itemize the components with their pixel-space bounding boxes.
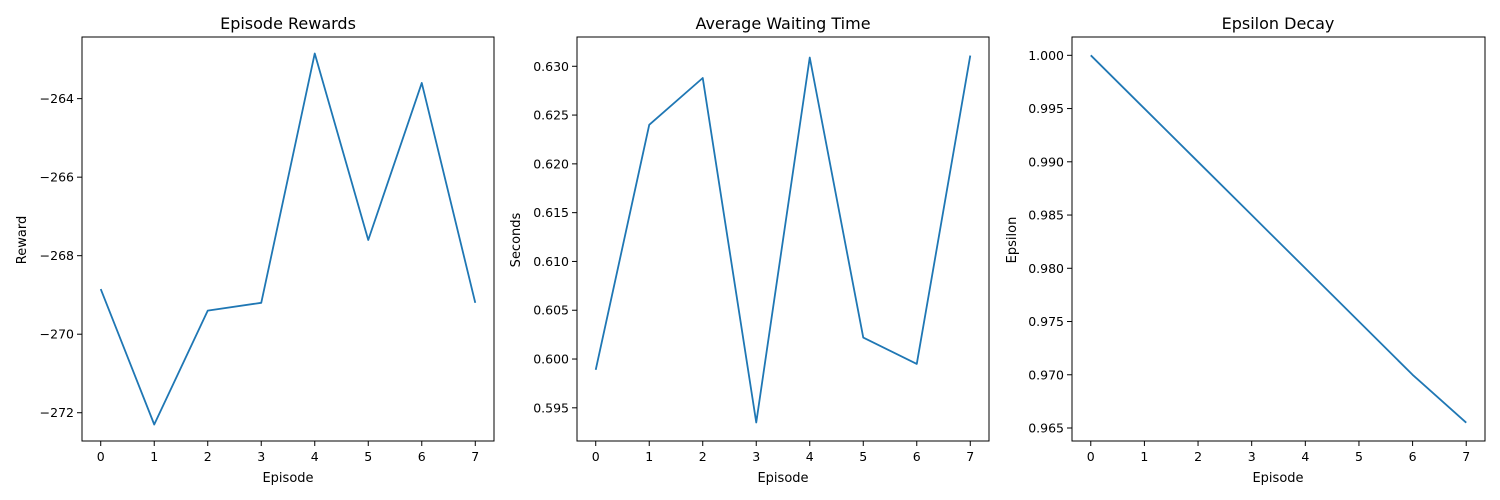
y-tick-label: 0.965 <box>1028 421 1064 436</box>
x-tick-label: 2 <box>699 449 707 464</box>
y-tick-label: −270 <box>40 327 74 342</box>
x-tick-label: 0 <box>97 449 105 464</box>
x-tick-label: 6 <box>1409 449 1417 464</box>
x-tick-label: 5 <box>364 449 372 464</box>
y-tick-label: 0.600 <box>533 352 569 367</box>
y-tick-label: −266 <box>40 170 74 185</box>
y-tick-label: 0.975 <box>1028 314 1064 329</box>
chart-episode-rewards: Episode Rewards Episode Reward 0 1 2 3 4 5 6 7 −… <box>15 14 495 486</box>
x-axis-label: Episode <box>757 471 808 486</box>
x-tick-label: 4 <box>806 449 814 464</box>
y-tick-label: 0.595 <box>533 400 569 415</box>
y-tick-label: −268 <box>40 248 74 263</box>
axes-frame <box>1071 36 1486 442</box>
chart-title: Episode Rewards <box>220 14 356 33</box>
series-line <box>99 52 477 426</box>
y-axis-label: Reward <box>15 216 30 264</box>
y-tick-label: 0.630 <box>533 59 569 74</box>
x-tick-label: 4 <box>1301 449 1309 464</box>
chart-title: Average Waiting Time <box>695 14 870 33</box>
plot-area: 0 1 2 3 4 5 6 7 0.595 0.600 0.605 0.610 0.615 0.620 0.… <box>533 36 990 464</box>
x-axis-label: Episode <box>262 471 313 486</box>
y-tick-label: 0.620 <box>533 156 569 171</box>
x-tick-label: 1 <box>645 449 653 464</box>
axes-frame <box>81 36 495 442</box>
y-tick-label: −264 <box>40 91 74 106</box>
y-tick-label: 1.000 <box>1028 48 1064 63</box>
y-tick-label: −272 <box>40 405 74 420</box>
y-tick-label: 0.995 <box>1028 101 1064 116</box>
x-tick-label: 4 <box>311 449 319 464</box>
x-tick-label: 1 <box>1140 449 1148 464</box>
plot-area: 0 1 2 3 4 5 6 7 0.965 0.970 0.975 0.980 0.985 0.990 0.… <box>1028 36 1486 464</box>
chart-title: Epsilon Decay <box>1222 14 1335 33</box>
y-axis-label: Seconds <box>509 212 524 267</box>
x-tick-label: 6 <box>913 449 921 464</box>
x-tick-label: 1 <box>150 449 158 464</box>
y-tick-label: 0.980 <box>1028 261 1064 276</box>
x-tick-label: 3 <box>752 449 760 464</box>
x-tick-label: 3 <box>1248 449 1256 464</box>
x-tick-label: 0 <box>1087 449 1095 464</box>
x-tick-label: 3 <box>257 449 265 464</box>
x-tick-label: 2 <box>204 449 212 464</box>
y-tick-label: 0.985 <box>1028 208 1064 223</box>
x-axis-label: Episode <box>1252 471 1303 486</box>
x-tick-label: 7 <box>1462 449 1470 464</box>
x-tick-label: 7 <box>966 449 974 464</box>
chart-average-waiting-time: Average Waiting Time Episode Seconds 0 1 2… <box>509 14 990 486</box>
y-axis-label: Epsilon <box>1005 217 1020 264</box>
chart-epsilon-decay: Epsilon Decay Episode Epsilon 0 1 2 3 4 5 6 7 0.… <box>1005 14 1486 486</box>
x-tick-label: 2 <box>1194 449 1202 464</box>
x-tick-label: 6 <box>418 449 426 464</box>
series-line <box>594 55 972 424</box>
y-tick-label: 0.605 <box>533 303 569 318</box>
x-tick-label: 5 <box>859 449 867 464</box>
y-tick-label: 0.625 <box>533 108 569 123</box>
y-tick-label: 0.990 <box>1028 154 1064 169</box>
x-tick-label: 5 <box>1355 449 1363 464</box>
x-tick-label: 0 <box>592 449 600 464</box>
plot-area: 0 1 2 3 4 5 6 7 −272 −270 −268 −266 −264 <box>40 36 495 464</box>
x-tick-label: 7 <box>471 449 479 464</box>
y-tick-label: 0.610 <box>533 254 569 269</box>
y-tick-label: 0.615 <box>533 205 569 220</box>
series-line <box>1090 54 1467 424</box>
axes-frame <box>576 36 990 442</box>
y-tick-label: 0.970 <box>1028 367 1064 382</box>
